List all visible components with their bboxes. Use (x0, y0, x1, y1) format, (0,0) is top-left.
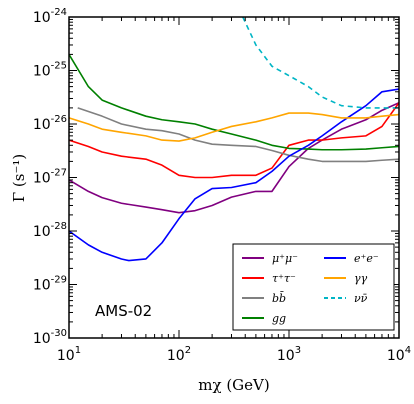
y-axis-label: Γ (s⁻¹) (10, 154, 28, 203)
x-tick-label: 101 (57, 345, 81, 364)
x-tick-label: 102 (167, 345, 191, 364)
y-tick-label: 10-27 (33, 168, 67, 187)
y-tick-label: 10-24 (33, 7, 67, 26)
tick-labels-layer: 101 102 103 104 10-30 10-29 10-28 10-27 10-26 10-… (33, 7, 411, 364)
legend-entries: μ⁺μ⁻ τ⁺τ⁻ bb̄ gg e⁺e⁻ γγ νν̄ (242, 252, 379, 325)
y-tick-label: 10-25 (33, 61, 67, 80)
y-tick-label: 10-26 (33, 114, 67, 133)
y-tick-label: 10-30 (33, 328, 67, 347)
series-line-1 (69, 102, 399, 179)
x-tick-label: 103 (277, 345, 301, 364)
y-tick-label: 10-28 (33, 221, 67, 240)
legend-label-0: μ⁺μ⁻ (272, 252, 298, 265)
legend-label-6: νν̄ (354, 292, 368, 305)
series-line-2 (77, 107, 399, 163)
series-line-5 (69, 112, 399, 142)
ticks-layer (68, 17, 400, 339)
series-line-0 (69, 101, 399, 214)
x-tick-label: 104 (387, 345, 411, 364)
series-line-3 (69, 53, 399, 151)
series-layer (69, 17, 399, 262)
legend: μ⁺μ⁻ τ⁺τ⁻ bb̄ gg e⁺e⁻ γγ νν̄ (232, 243, 395, 331)
y-tick-label: 10-29 (33, 275, 67, 294)
x-axis-label: mχ (GeV) (198, 376, 269, 394)
legend-label-4: e⁺e⁻ (354, 252, 379, 265)
series-line-4 (69, 88, 399, 262)
legend-label-1: τ⁺τ⁻ (272, 272, 296, 285)
legend-label-3: gg (272, 312, 286, 325)
legend-label-5: γγ (354, 272, 368, 285)
annotation-label: AMS-02 (95, 302, 152, 320)
legend-label-2: bb̄ (272, 292, 286, 305)
